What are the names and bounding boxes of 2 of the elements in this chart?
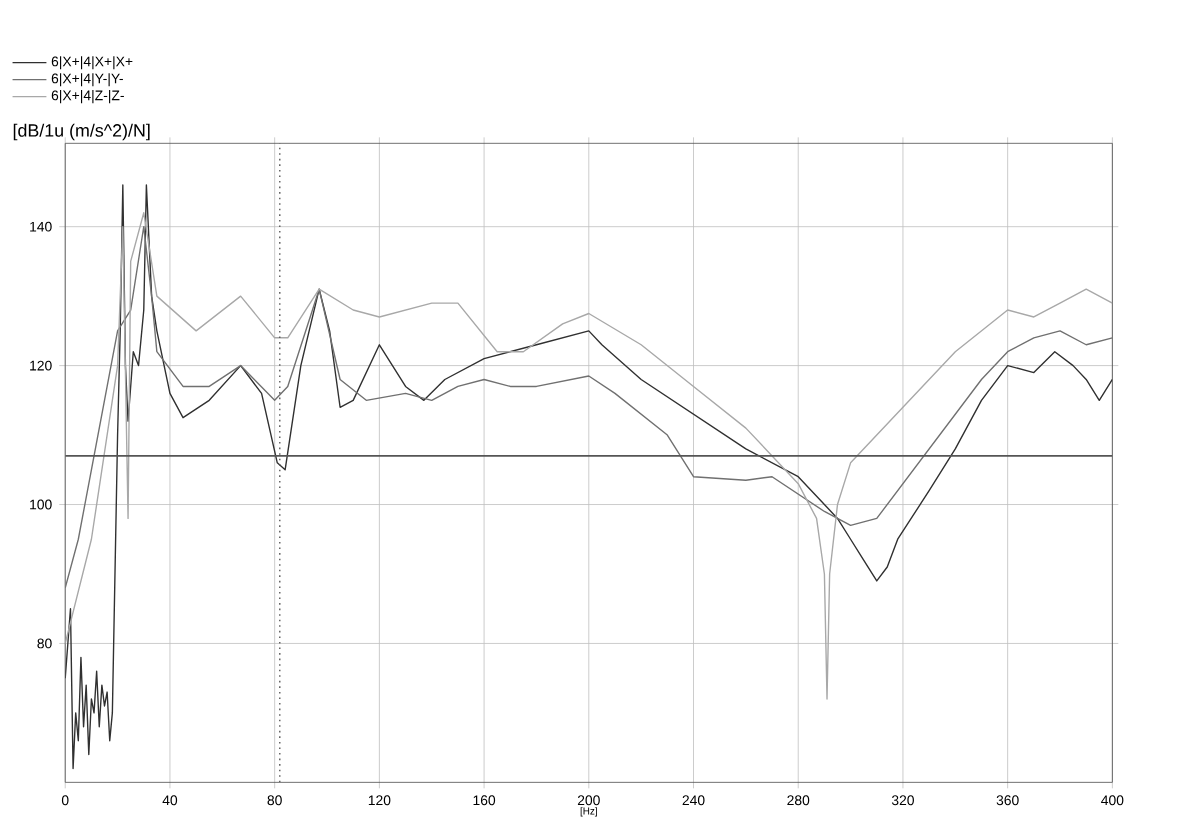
y-axis-title: [dB/1u (m/s^2)/N] — [13, 123, 150, 141]
line-series — [65, 212, 1113, 700]
